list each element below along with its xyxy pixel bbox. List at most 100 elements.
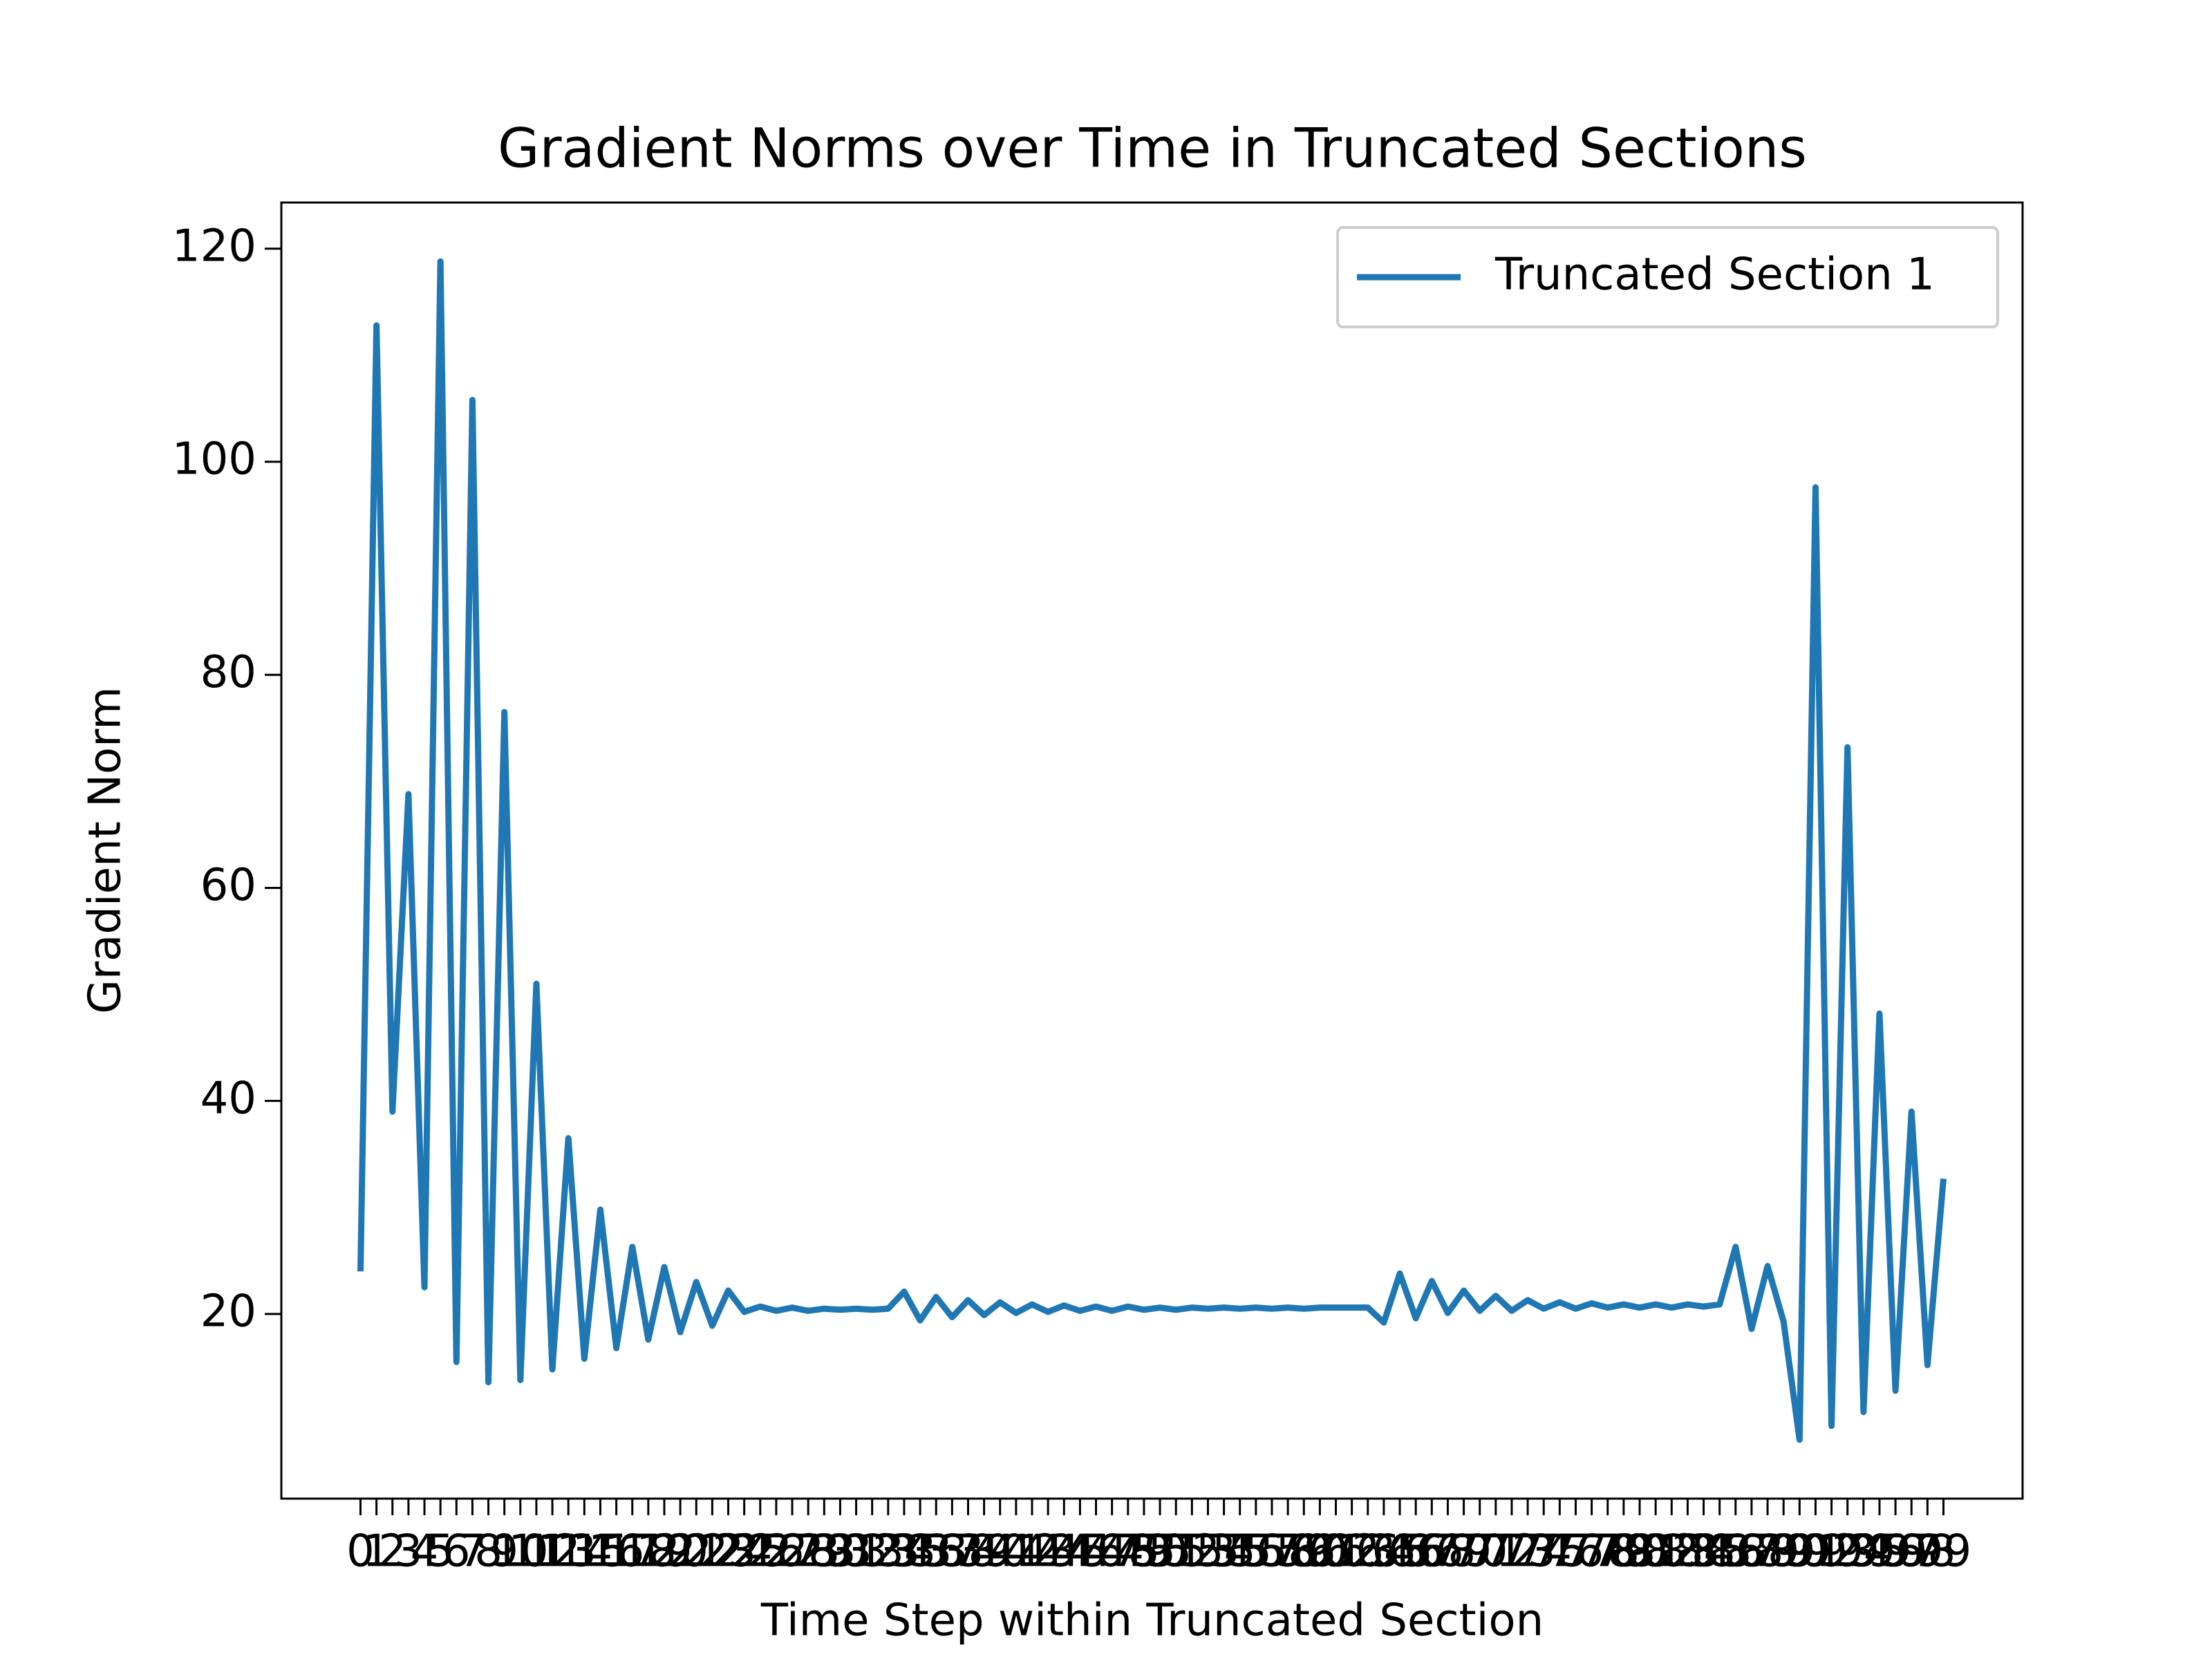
x-tick-label: 62 [1324,1526,1380,1577]
x-tick-label: 10 [492,1526,548,1577]
x-tick-label: 35 [892,1526,948,1577]
x-tick-label: 67 [1404,1526,1460,1577]
x-tick-label: 40 [972,1526,1028,1577]
x-tick-label: 29 [796,1526,852,1577]
x-tick-label: 41 [988,1526,1044,1577]
x-tick-label: 19 [636,1526,692,1577]
x-tick-label: 28 [780,1526,836,1577]
x-tick-label: 81 [1627,1526,1683,1577]
x-tick-label: 82 [1644,1526,1700,1577]
x-tick-label: 31 [828,1526,884,1577]
x-tick-label: 84 [1676,1526,1732,1577]
x-tick-label: 94 [1835,1526,1891,1577]
x-tick-label: 54 [1196,1526,1252,1577]
x-tick-label: 37 [924,1526,980,1577]
x-tick-label: 39 [956,1526,1012,1577]
x-tick-label: 59 [1276,1526,1332,1577]
x-tick-label: 42 [1004,1526,1060,1577]
y-tick-label: 20 [200,1286,256,1337]
x-tick-label: 69 [1436,1526,1492,1577]
x-tick-label: 33 [860,1526,916,1577]
x-tick-label: 11 [508,1526,564,1577]
x-tick-label: 38 [940,1526,996,1577]
x-tick-label: 22 [684,1526,740,1577]
chart-title: Gradient Norms over Time in Truncated Se… [498,118,1807,180]
x-tick-label: 6 [442,1526,471,1577]
y-axis-label: Gradient Norm [80,686,131,1013]
x-tick-label: 72 [1483,1526,1539,1577]
x-tick-label: 87 [1723,1526,1779,1577]
x-tick-label: 97 [1884,1526,1940,1577]
x-tick-label: 17 [604,1526,660,1577]
x-tick-label: 46 [1068,1526,1124,1577]
x-tick-label: 55 [1212,1526,1268,1577]
x-tick-label: 58 [1259,1526,1315,1577]
x-tick-label: 90 [1772,1526,1828,1577]
x-tick-label: 80 [1611,1526,1667,1577]
y-tick-label: 100 [172,434,256,485]
x-tick-label: 20 [652,1526,708,1577]
x-tick-label: 73 [1499,1526,1555,1577]
x-tick-label: 60 [1292,1526,1348,1577]
x-tick-label: 53 [1180,1526,1236,1577]
x-tick-label: 75 [1532,1526,1588,1577]
x-tick-label: 79 [1595,1526,1651,1577]
x-tick-label: 48 [1100,1526,1156,1577]
y-tick-label: 60 [200,860,256,911]
x-tick-label: 18 [620,1526,676,1577]
x-tick-label: 2 [378,1526,406,1577]
x-tick-label: 23 [700,1526,756,1577]
y-tick-label: 120 [172,221,256,272]
x-tick-label: 51 [1147,1526,1203,1577]
x-axis-label: Time Step within Truncated Section [760,1595,1544,1647]
x-tick-label: 15 [572,1526,628,1577]
x-tick-label: 12 [524,1526,580,1577]
x-tick-label: 26 [748,1526,804,1577]
x-tick-label: 68 [1420,1526,1476,1577]
x-tick-label: 43 [1020,1526,1076,1577]
x-tick-label: 4 [411,1526,439,1577]
x-tick-label: 77 [1564,1526,1620,1577]
x-tick-label: 9 [490,1526,518,1577]
x-tick-label: 32 [844,1526,900,1577]
x-tick-label: 27 [764,1526,820,1577]
x-tick-label: 16 [588,1526,644,1577]
x-tick-label: 0 [346,1526,375,1577]
x-tick-label: 34 [876,1526,932,1577]
x-tick-label: 45 [1052,1526,1108,1577]
x-tick-label: 91 [1788,1526,1844,1577]
x-tick-label: 7 [458,1526,487,1577]
x-tick-label: 93 [1819,1526,1875,1577]
x-tick-label: 8 [474,1526,503,1577]
x-tick-label: 86 [1707,1526,1763,1577]
x-tick-label: 30 [812,1526,868,1577]
x-tick-label: 50 [1132,1526,1188,1577]
x-tick-label: 71 [1468,1526,1524,1577]
x-tick-label: 92 [1803,1526,1859,1577]
x-tick-label: 13 [540,1526,596,1577]
x-tick-label: 78 [1580,1526,1635,1577]
x-tick-label: 89 [1755,1526,1811,1577]
x-tick-label: 14 [556,1526,612,1577]
x-tick-label: 56 [1228,1526,1284,1577]
x-tick-label: 98 [1900,1526,1956,1577]
x-tick-label: 44 [1036,1526,1092,1577]
x-tick-label: 49 [1116,1526,1172,1577]
x-tick-label: 1 [362,1526,391,1577]
y-tick-label: 40 [200,1073,256,1124]
x-tick-label: 66 [1387,1526,1443,1577]
x-tick-label: 21 [668,1526,724,1577]
x-tick-label: 57 [1244,1526,1300,1577]
x-tick-label: 64 [1356,1526,1412,1577]
x-tick-label: 70 [1452,1526,1508,1577]
x-tick-label: 24 [716,1526,772,1577]
x-tick-label: 52 [1164,1526,1220,1577]
x-tick-label: 5 [427,1526,455,1577]
x-tick-label: 61 [1308,1526,1364,1577]
y-tick-label: 80 [200,647,256,698]
x-tick-label: 25 [732,1526,788,1577]
x-tick-label: 63 [1340,1526,1396,1577]
x-tick-label: 74 [1515,1526,1571,1577]
x-tick-label: 3 [395,1526,423,1577]
